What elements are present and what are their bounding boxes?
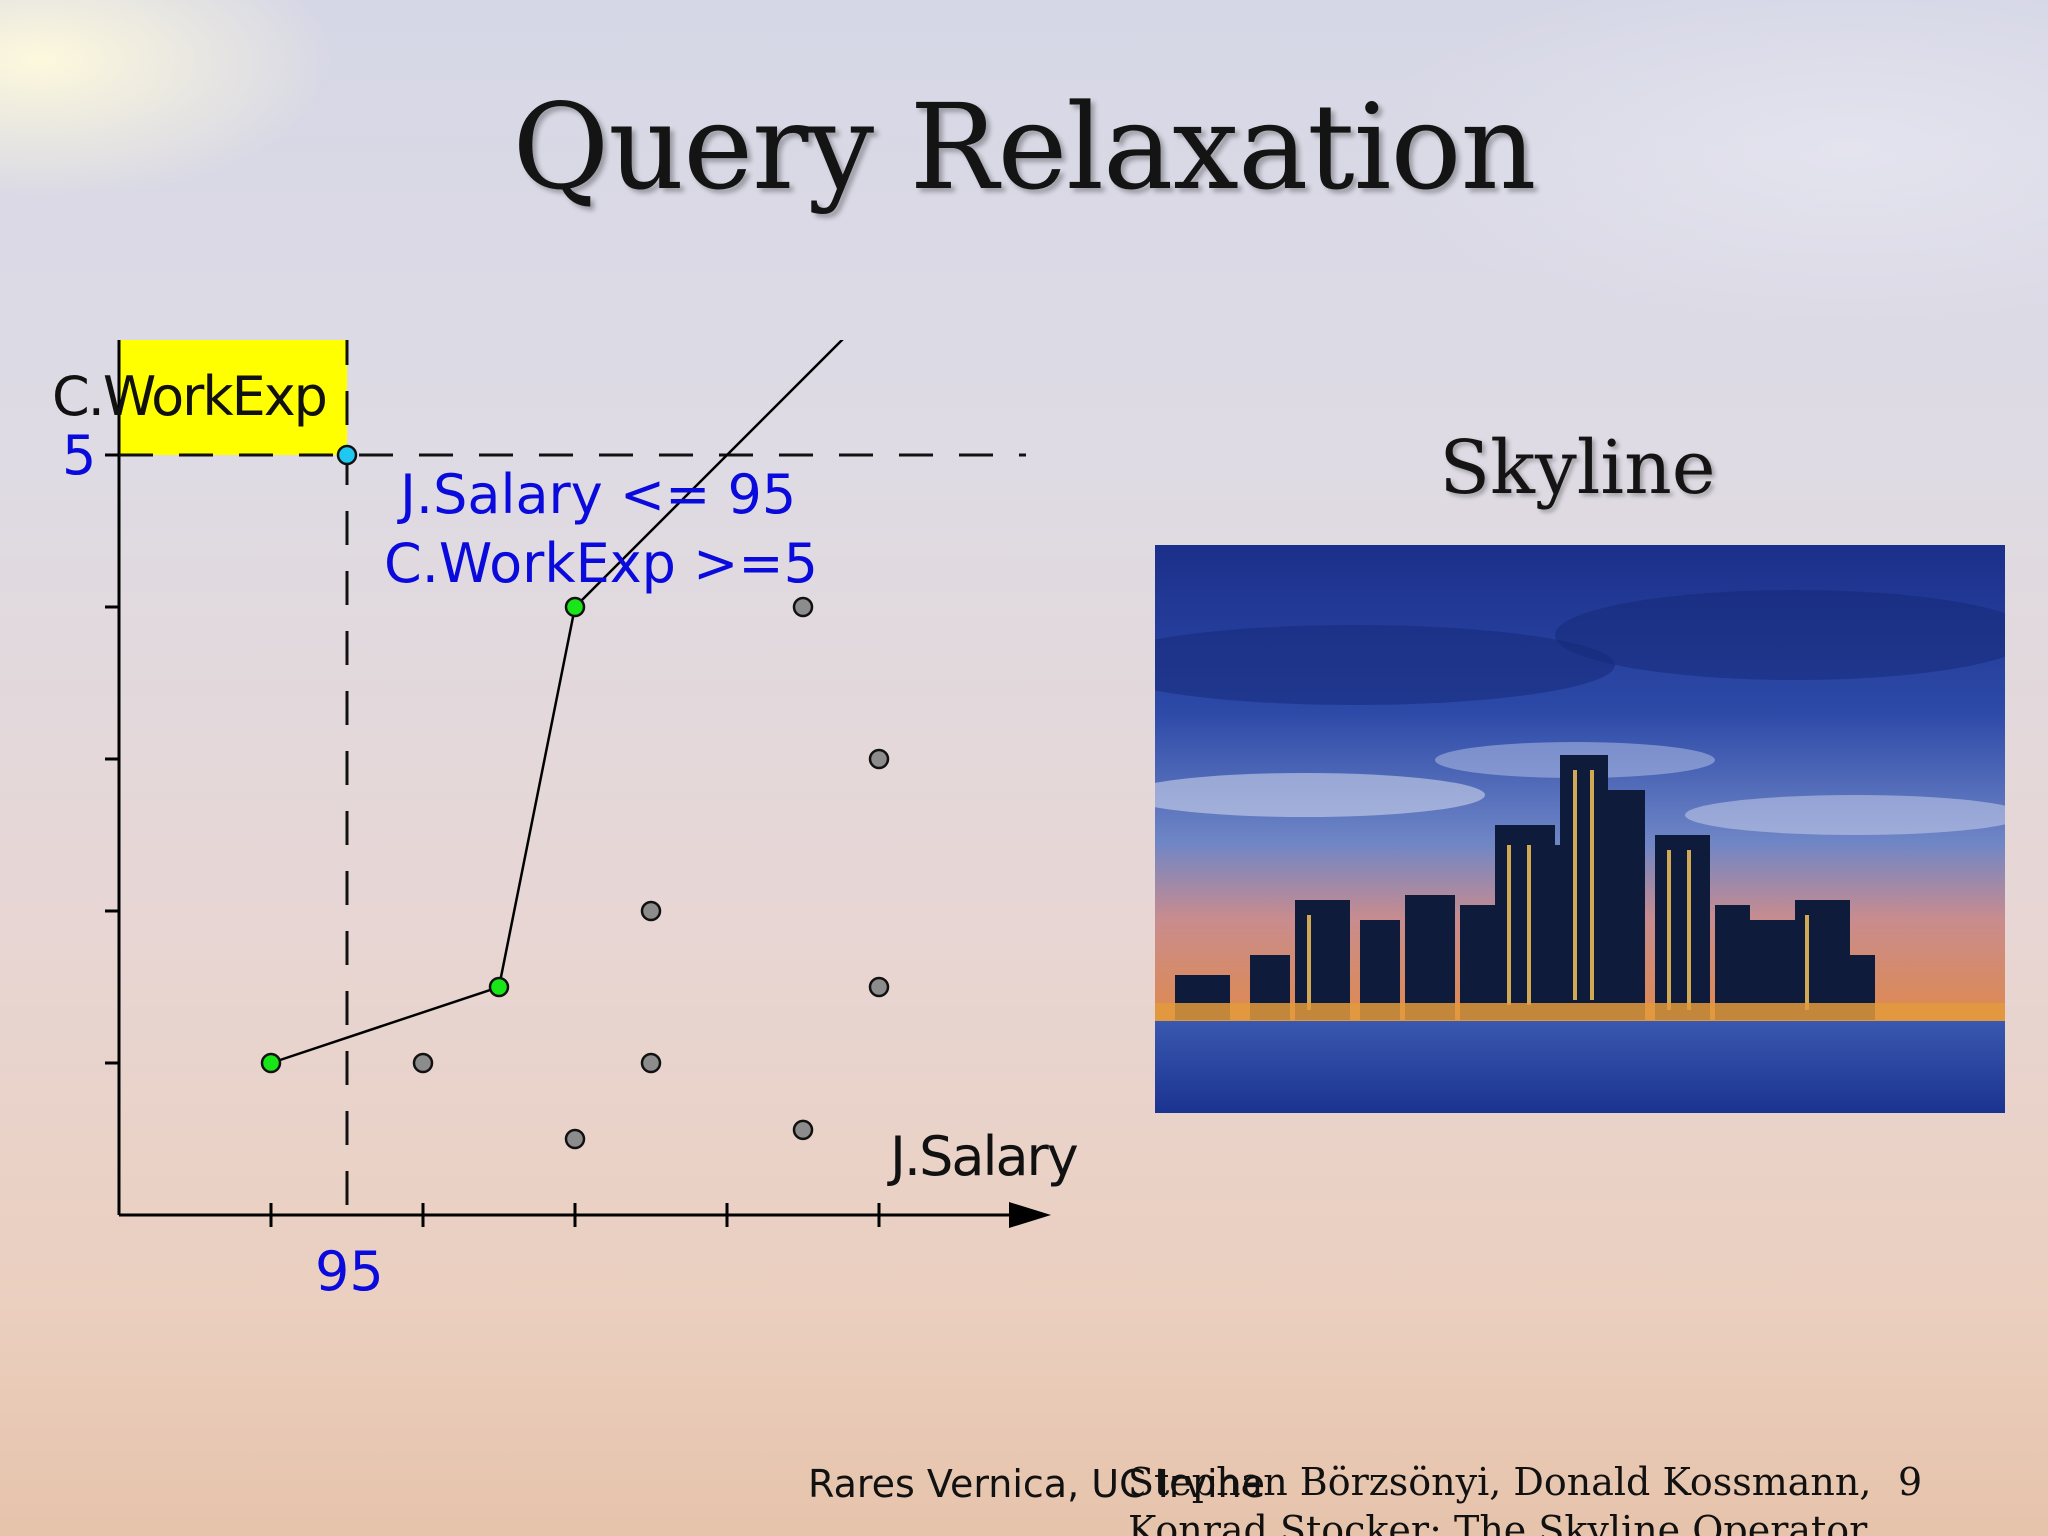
query-condition-salary: J.Salary <= 95 [397,463,796,526]
data-point [868,976,890,998]
skyline-chart: C.WorkExp J.Salary 5 95 J.Salary <= 95 C… [52,340,1080,1303]
skyline-photo [1155,545,2005,1113]
data-point [792,1119,814,1141]
data-points [260,444,890,1150]
skyline-heading: Skyline [1439,425,1716,511]
slide-title: Query Relaxation [512,78,1536,216]
feasible-region [119,340,347,455]
footer-author: Rares Vernica, UC Irvine [808,1462,1266,1506]
query-point [336,444,358,466]
data-point [640,1052,662,1074]
data-point [868,748,890,770]
query-condition-workexp: C.WorkExp >=5 [384,532,818,595]
page-number: 9 [1898,1460,1923,1504]
data-point [564,1128,586,1150]
skyline-point [488,976,510,998]
skyline-point [260,1052,282,1074]
data-point [640,900,662,922]
skyline-line [270,340,844,1065]
y-axis-label: C.WorkExp [52,365,326,428]
x-axis-label: J.Salary [887,1125,1078,1188]
x-axis-arrow [1009,1202,1051,1228]
y-threshold-label: 5 [62,424,96,487]
footer-citation: Stephan Börzsönyi, Donald Kossmann, Konr… [1128,1460,1876,1536]
data-point [792,596,814,618]
x-threshold-label: 95 [315,1240,384,1303]
data-point [412,1052,434,1074]
skyline-point [564,596,586,618]
